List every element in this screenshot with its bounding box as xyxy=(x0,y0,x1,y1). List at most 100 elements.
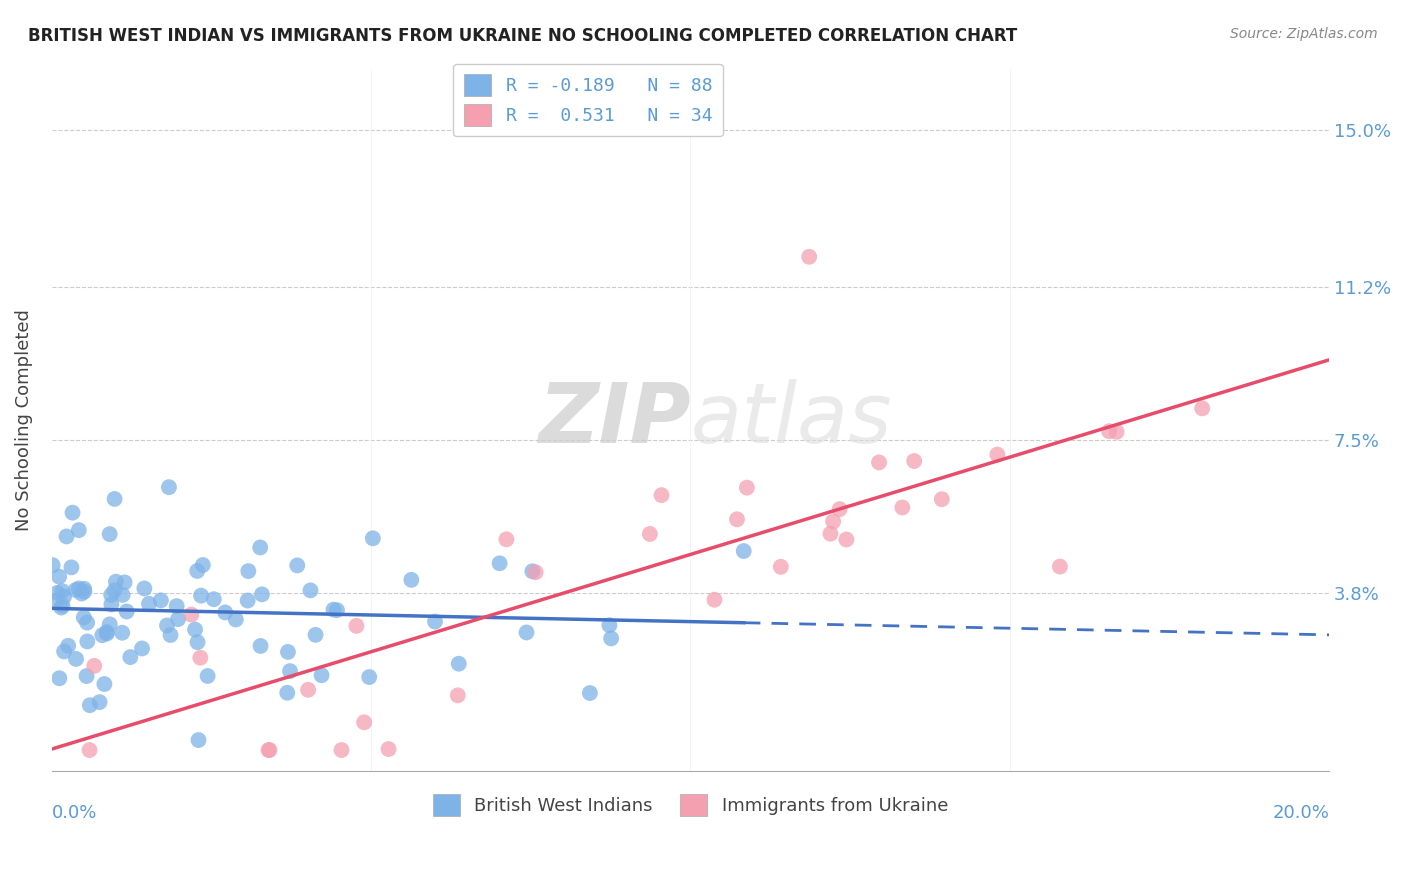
Point xyxy=(149,593,172,607)
Point xyxy=(184,623,207,637)
Point xyxy=(98,527,121,541)
Point xyxy=(828,502,851,516)
Point xyxy=(1049,559,1071,574)
Point xyxy=(259,743,281,757)
Point xyxy=(835,533,858,547)
Point xyxy=(986,448,1008,462)
Point xyxy=(134,582,156,596)
Point xyxy=(401,573,423,587)
Point xyxy=(202,592,225,607)
Point xyxy=(115,605,138,619)
Point xyxy=(344,619,367,633)
Point xyxy=(138,597,160,611)
Point xyxy=(249,541,271,555)
Point xyxy=(167,612,190,626)
Point xyxy=(76,634,98,648)
Point xyxy=(225,612,247,626)
Point xyxy=(285,558,308,573)
Point xyxy=(868,455,890,469)
Point xyxy=(111,588,134,602)
Text: 0.0%: 0.0% xyxy=(52,804,97,822)
Text: BRITISH WEST INDIAN VS IMMIGRANTS FROM UKRAINE NO SCHOOLING COMPLETED CORRELATIO: BRITISH WEST INDIAN VS IMMIGRANTS FROM U… xyxy=(28,27,1018,45)
Point xyxy=(103,583,125,598)
Point xyxy=(330,743,353,757)
Point xyxy=(190,589,212,603)
Point xyxy=(769,559,792,574)
Point xyxy=(44,594,66,608)
Point xyxy=(73,584,96,599)
Point xyxy=(48,569,70,583)
Point xyxy=(93,677,115,691)
Point xyxy=(60,560,83,574)
Point xyxy=(76,615,98,630)
Point xyxy=(131,641,153,656)
Point xyxy=(257,743,280,757)
Point xyxy=(83,658,105,673)
Point xyxy=(278,664,301,678)
Point xyxy=(100,598,122,612)
Point xyxy=(447,657,470,671)
Point xyxy=(76,669,98,683)
Point xyxy=(79,743,101,757)
Point xyxy=(249,639,271,653)
Point xyxy=(62,506,84,520)
Point xyxy=(297,682,319,697)
Point xyxy=(180,607,202,622)
Point xyxy=(1191,401,1213,416)
Point xyxy=(65,652,87,666)
Point xyxy=(56,639,79,653)
Point xyxy=(931,492,953,507)
Point xyxy=(311,668,333,682)
Y-axis label: No Schooling Completed: No Schooling Completed xyxy=(15,309,32,531)
Point xyxy=(326,603,349,617)
Point xyxy=(735,481,758,495)
Point xyxy=(299,583,322,598)
Point xyxy=(277,645,299,659)
Point xyxy=(188,650,211,665)
Point xyxy=(236,593,259,607)
Point xyxy=(104,574,127,589)
Point xyxy=(89,695,111,709)
Point xyxy=(120,650,142,665)
Point xyxy=(73,610,96,624)
Point xyxy=(96,626,118,640)
Point xyxy=(799,250,821,264)
Point xyxy=(79,698,101,713)
Point xyxy=(91,628,114,642)
Point xyxy=(322,602,344,616)
Point xyxy=(488,557,510,571)
Point xyxy=(823,515,845,529)
Point xyxy=(522,564,544,578)
Point xyxy=(46,586,69,600)
Point xyxy=(67,582,90,596)
Point xyxy=(51,600,73,615)
Point xyxy=(103,491,125,506)
Text: atlas: atlas xyxy=(690,379,891,460)
Point xyxy=(157,480,180,494)
Point xyxy=(703,592,725,607)
Point xyxy=(820,526,842,541)
Point xyxy=(70,586,93,600)
Point xyxy=(197,669,219,683)
Point xyxy=(166,599,188,614)
Point xyxy=(53,644,76,658)
Point xyxy=(159,628,181,642)
Point xyxy=(515,625,537,640)
Point xyxy=(524,566,547,580)
Point xyxy=(276,686,298,700)
Point xyxy=(41,558,63,573)
Point xyxy=(51,584,73,599)
Point xyxy=(447,689,470,703)
Point xyxy=(100,588,122,602)
Point xyxy=(67,523,90,537)
Point xyxy=(733,544,755,558)
Point xyxy=(891,500,914,515)
Point xyxy=(55,529,77,543)
Point xyxy=(361,531,384,545)
Point xyxy=(96,625,118,640)
Point xyxy=(600,632,623,646)
Point xyxy=(250,587,273,601)
Point xyxy=(65,582,87,597)
Point xyxy=(579,686,602,700)
Point xyxy=(903,454,925,468)
